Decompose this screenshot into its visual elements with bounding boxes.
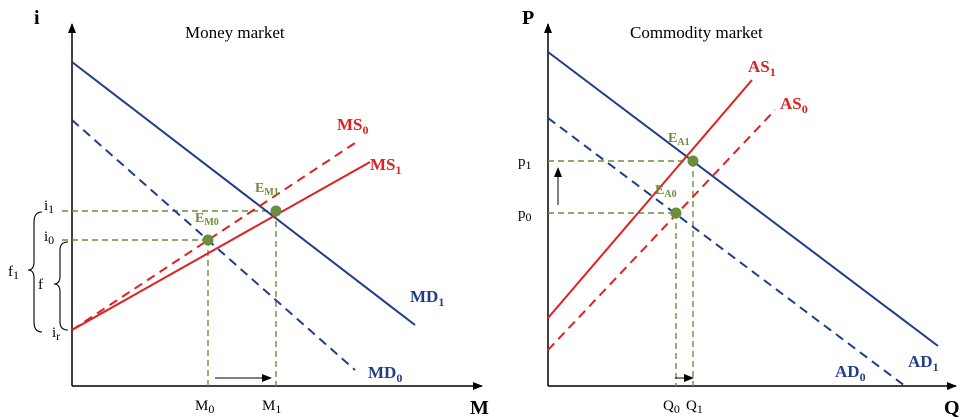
commodity-guide-lines xyxy=(548,160,694,386)
ad0-curve xyxy=(547,117,906,387)
brace-f xyxy=(53,241,69,331)
tick-p0: p0 xyxy=(518,206,532,224)
ad1-curve xyxy=(547,51,939,347)
as0-label: AS0 xyxy=(780,94,808,116)
brace-f1 xyxy=(27,211,43,333)
ms0-label: MS0 xyxy=(337,115,369,137)
ad1-label: AD1 xyxy=(908,352,939,374)
commodity-y-axis-label: P xyxy=(522,7,534,29)
tick-i0: i0 xyxy=(44,229,54,247)
em1-label: EM1 xyxy=(255,181,279,198)
em0-point xyxy=(202,234,214,246)
brace-label-f1: f1 xyxy=(8,264,19,282)
tick-q1: Q1 xyxy=(686,398,703,416)
tick-q0: Q0 xyxy=(663,398,680,416)
tick-i1: i1 xyxy=(44,198,54,216)
tick-m1: M1 xyxy=(262,398,281,416)
md1-curve xyxy=(71,61,416,326)
ea1-point xyxy=(687,155,699,167)
ms1-label: MS1 xyxy=(370,155,402,177)
ms0-curve xyxy=(71,142,356,331)
tick-p1: p1 xyxy=(518,154,532,172)
commodity-market-title: Commodity market xyxy=(630,23,763,42)
commodity-x-axis-label: Q xyxy=(944,397,960,419)
em0-label: EM0 xyxy=(195,211,219,228)
tick-ir: ir xyxy=(52,325,60,343)
md1-label: MD1 xyxy=(410,287,444,309)
money-market-panel: Money market i M MS0 MS1 MD1 MD0 EM1 EM0… xyxy=(8,7,489,419)
em1-point xyxy=(270,205,282,217)
as1-label: AS1 xyxy=(748,57,776,79)
ea1-label: EA1 xyxy=(668,131,690,148)
money-market-title: Money market xyxy=(185,23,285,42)
ea0-point xyxy=(670,207,682,219)
money-x-axis-label: M xyxy=(470,397,489,419)
ea0-label: EA0 xyxy=(655,183,677,200)
md0-label: MD0 xyxy=(368,363,402,385)
as0-curve xyxy=(547,109,776,351)
tick-m0: M0 xyxy=(195,398,214,416)
md0-curve xyxy=(71,119,356,371)
as1-curve xyxy=(547,79,753,319)
commodity-market-panel: Commodity market P Q AS1 AS0 AD0 AD1 EA1… xyxy=(518,7,960,419)
ad0-label: AD0 xyxy=(835,362,866,384)
money-guide-lines xyxy=(62,210,277,386)
money-y-axis-label: i xyxy=(34,7,40,29)
brace-label-f: f xyxy=(38,277,43,293)
ms1-curve xyxy=(71,161,371,331)
